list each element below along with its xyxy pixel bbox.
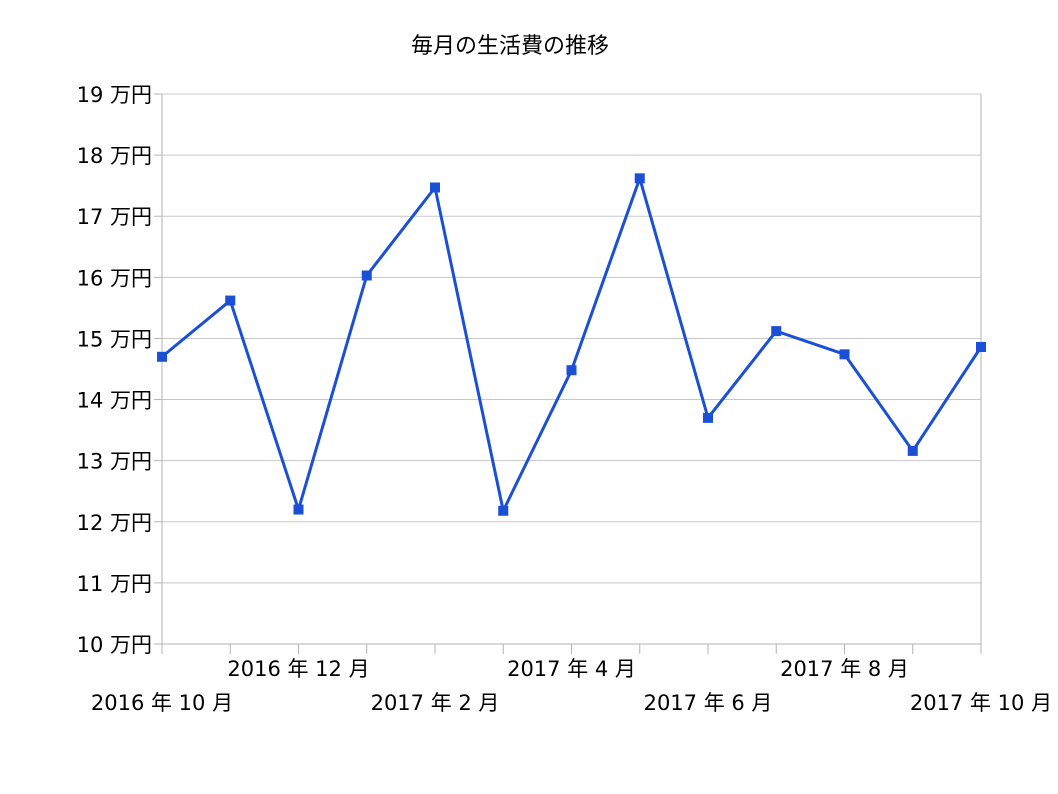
data-point-marker [839, 349, 850, 360]
x-tick-label: 2017 年 6 月 [644, 691, 773, 715]
data-point-marker [771, 326, 782, 337]
y-tick-label: 15 万円 [77, 327, 152, 351]
data-point-marker [566, 365, 577, 376]
x-tick-label: 2017 年 10 月 [910, 691, 1052, 715]
y-tick-label: 19 万円 [77, 83, 152, 107]
data-point-marker [976, 342, 986, 352]
data-point-marker [157, 351, 167, 362]
y-tick-label: 11 万円 [77, 572, 152, 596]
y-tick-label: 17 万円 [77, 205, 152, 229]
data-point-marker [907, 445, 918, 456]
y-tick-label: 10 万円 [77, 633, 152, 657]
x-tick-label: 2017 年 8 月 [780, 657, 909, 681]
data-point-marker [703, 412, 713, 423]
series-layer [157, 173, 986, 516]
axes [154, 93, 982, 654]
data-point-marker [498, 505, 509, 516]
x-tick-label: 2016 年 10 月 [91, 691, 233, 715]
data-point-marker [634, 173, 645, 184]
chart-title: 毎月の生活費の推移 [410, 34, 609, 59]
y-tick-label: 18 万円 [77, 144, 152, 168]
data-point-marker [293, 504, 304, 515]
y-tick-labels: 10 万円 11 万円 12 万円 13 万円 14 万円 15 万円 16 万円 17 万円… [77, 83, 152, 657]
x-tick-label: 2017 年 2 月 [371, 691, 500, 715]
data-point-marker [361, 270, 372, 281]
y-tick-label: 13 万円 [77, 450, 152, 474]
y-tick-label: 14 万円 [77, 389, 152, 413]
y-tick-label: 16 万円 [77, 266, 152, 290]
data-point-marker [430, 182, 440, 193]
x-tick-label: 2017 年 4 月 [507, 657, 636, 681]
data-point-marker [225, 295, 236, 306]
gridlines [162, 93, 981, 645]
y-tick-label: 12 万円 [77, 511, 152, 535]
x-tick-label: 2016 年 12 月 [227, 657, 369, 681]
